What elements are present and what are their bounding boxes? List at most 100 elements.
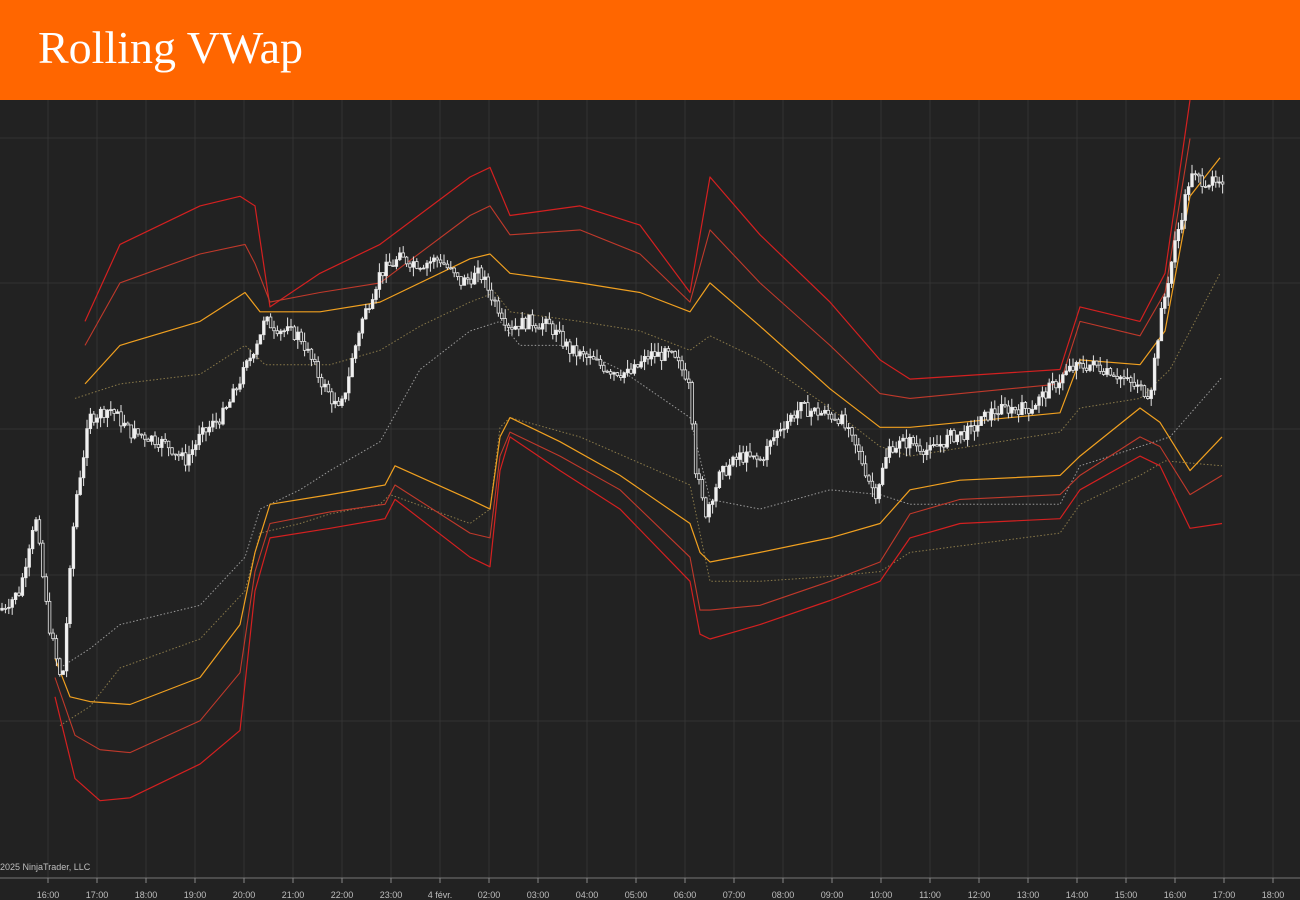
candle-body <box>938 443 943 447</box>
x-tick-label: 4 févr. <box>428 890 453 900</box>
candle-body <box>697 473 701 480</box>
candle-body <box>680 360 684 371</box>
candle-body <box>411 261 416 268</box>
candle-body <box>1047 382 1051 399</box>
candle-body <box>285 326 290 332</box>
candle-body <box>387 261 392 266</box>
candle-body <box>632 364 637 374</box>
candle-body <box>520 317 524 330</box>
x-tick-label: 15:00 <box>1115 890 1138 900</box>
candle-body <box>3 607 8 610</box>
candle-body <box>204 427 208 433</box>
candle-body <box>877 484 881 500</box>
x-tick-label: 11:00 <box>919 890 941 900</box>
candle-body <box>75 494 79 528</box>
candle-body <box>829 413 834 420</box>
candle-body <box>364 308 368 320</box>
candle-body <box>578 351 582 357</box>
candle-body <box>1023 402 1028 409</box>
candle-body <box>870 480 875 489</box>
candle-body <box>904 437 909 449</box>
candle-body <box>785 421 790 430</box>
candle-body <box>965 425 970 440</box>
candle-body <box>360 318 365 334</box>
candle-body <box>139 433 144 436</box>
candle-body <box>384 261 388 277</box>
candle-body <box>1132 381 1136 387</box>
candle-body <box>10 599 14 608</box>
candle-body <box>255 343 259 355</box>
candle-body <box>707 504 711 518</box>
candle-body <box>1027 408 1031 414</box>
candle-body <box>537 327 541 330</box>
candle-body <box>398 252 402 261</box>
candle-body <box>136 428 140 435</box>
candle-body <box>1064 370 1068 376</box>
candle-body <box>149 435 154 442</box>
candle-body <box>163 438 167 442</box>
candle-body <box>1166 283 1170 298</box>
candle-body <box>700 479 705 499</box>
candle-body <box>449 267 453 270</box>
candle-body <box>670 350 674 353</box>
candle-body <box>44 576 48 602</box>
candle-body <box>88 413 93 430</box>
candle-body <box>428 261 433 264</box>
candle-body <box>993 408 997 415</box>
candle-body <box>925 449 929 456</box>
candle-body <box>1057 382 1062 389</box>
candle-body <box>245 360 249 368</box>
candle-body <box>687 378 691 384</box>
candle-body <box>585 353 589 358</box>
candle-body <box>1112 374 1116 377</box>
candle-body <box>1095 360 1099 366</box>
candle-body <box>469 278 473 285</box>
candle-body <box>95 417 99 423</box>
candle-body <box>625 368 630 374</box>
candle-body <box>935 444 939 447</box>
candle-body <box>921 450 926 456</box>
candle-body <box>1149 389 1153 399</box>
candle-body <box>102 408 106 418</box>
candle-body <box>761 459 766 462</box>
candle-body <box>1207 184 1211 188</box>
price-candles <box>0 164 1225 678</box>
candle-body <box>496 300 501 314</box>
band-dotted-upper <box>74 273 1221 457</box>
candle-body <box>299 331 303 342</box>
candle-body <box>1173 240 1177 263</box>
candle-body <box>214 420 218 423</box>
candle-body <box>1217 181 1221 184</box>
candle-body <box>955 434 960 443</box>
candle-body <box>506 324 511 328</box>
candle-body <box>1203 186 1208 188</box>
candle-body <box>986 411 990 421</box>
candle-body <box>197 433 201 446</box>
candle-body <box>887 446 892 458</box>
x-tick-label: 20:00 <box>233 890 256 900</box>
candle-body <box>622 372 626 378</box>
candle-body <box>1193 173 1198 176</box>
candle-body <box>1091 360 1096 366</box>
candle-body <box>319 377 324 388</box>
candle-body <box>34 519 38 531</box>
candle-body <box>251 353 256 359</box>
candle-body <box>833 418 837 421</box>
candle-body <box>969 425 973 427</box>
candle-body <box>306 348 310 351</box>
candle-body <box>1210 176 1215 186</box>
candle-body <box>619 375 623 378</box>
x-tick-label: 17:00 <box>1213 890 1236 900</box>
candle-body <box>224 406 229 409</box>
candle-body <box>1129 377 1133 383</box>
candle-body <box>823 409 827 414</box>
candle-body <box>867 475 871 482</box>
candle-body <box>738 452 742 460</box>
candle-body <box>513 325 518 330</box>
candle-body <box>683 369 688 380</box>
candle-body <box>126 422 130 426</box>
candle-body <box>1074 362 1079 371</box>
x-tick-label: 02:00 <box>478 890 501 900</box>
candle-body <box>741 452 745 463</box>
candle-body <box>853 434 858 446</box>
